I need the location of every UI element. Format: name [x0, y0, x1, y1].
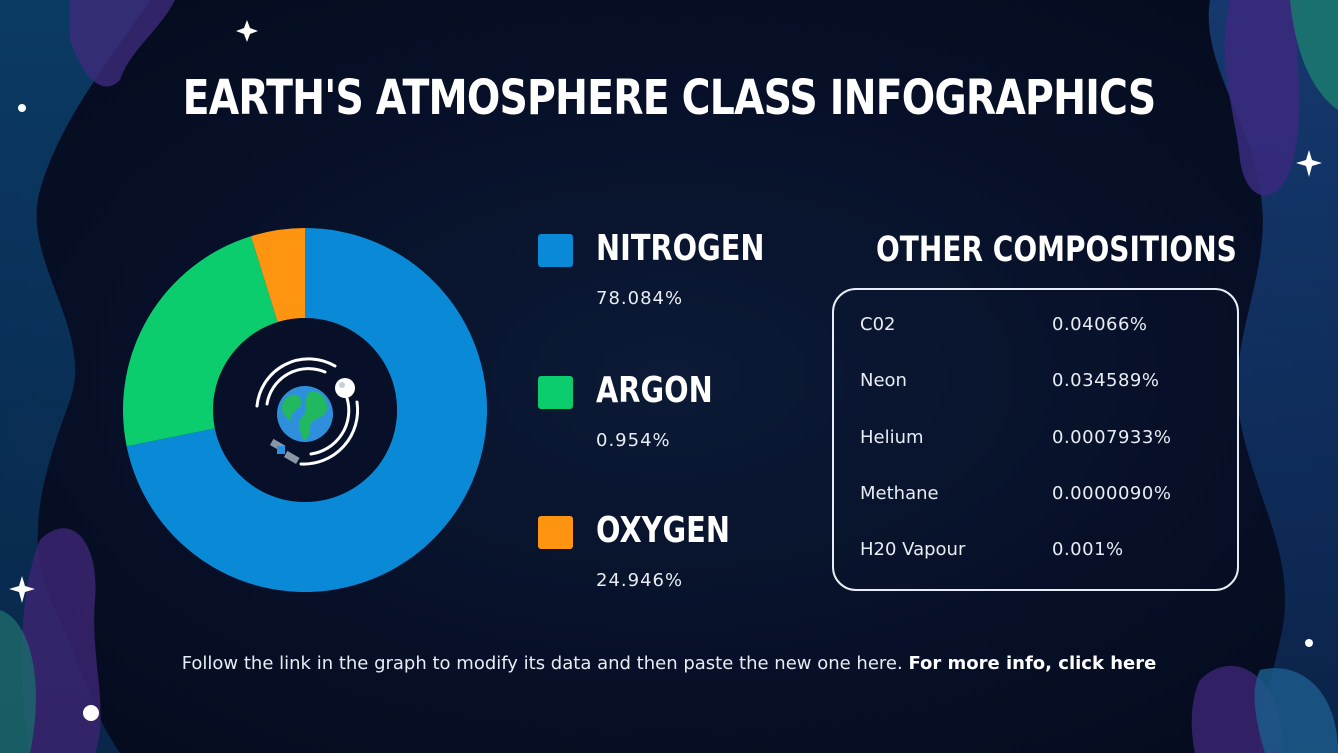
star-dot: [83, 705, 99, 721]
legend-swatch: [538, 516, 573, 549]
row-name: H20 Vapour: [860, 539, 966, 560]
table-row: Helium 0.0007933%: [860, 427, 1171, 448]
legend-label: OXYGEN: [596, 510, 730, 551]
legend-value: 0.954%: [596, 430, 671, 451]
legend-label: NITROGEN: [596, 228, 765, 269]
star-dot: [18, 104, 26, 112]
legend-value: 78.084%: [596, 288, 684, 309]
table-row: Methane 0.0000090%: [860, 483, 1171, 504]
footer-text: Follow the link in the graph to modify i…: [0, 653, 1338, 674]
sparkle-icon: [9, 20, 1322, 603]
left-bottom-green-blob: [0, 610, 36, 753]
row-value: 0.001%: [1052, 539, 1124, 560]
table-row: H20 Vapour 0.001%: [860, 539, 1123, 560]
other-compositions-table: C02 0.04066% Neon 0.034589% Helium 0.000…: [832, 288, 1239, 591]
donut-slice-oxygen[interactable]: [250, 228, 305, 323]
right-bottom-blue-blob: [1254, 668, 1338, 753]
row-value: 0.034589%: [1052, 370, 1160, 391]
legend-value: 24.946%: [596, 570, 684, 591]
page-title: EARTH'S ATMOSPHERE CLASS INFOGRAPHICS: [182, 70, 1157, 126]
legend-swatch: [538, 376, 573, 409]
row-name: Helium: [860, 427, 924, 448]
donut-slice-argon[interactable]: [123, 236, 278, 447]
more-info-link[interactable]: For more info, click here: [908, 653, 1157, 674]
row-value: 0.04066%: [1052, 314, 1148, 335]
earth-orbit-icon: [255, 357, 360, 466]
donut-slice-nitrogen[interactable]: [126, 228, 487, 592]
row-name: C02: [860, 314, 896, 335]
left-purple-blob: [70, 0, 175, 87]
row-name: Neon: [860, 370, 907, 391]
right-purple-blob: [1224, 0, 1300, 196]
right-green-blob: [1290, 0, 1338, 110]
legend-swatch: [538, 234, 573, 267]
left-bottom-purple-blob: [21, 528, 101, 753]
row-value: 0.0007933%: [1052, 427, 1172, 448]
row-value: 0.0000090%: [1052, 483, 1172, 504]
row-name: Methane: [860, 483, 939, 504]
other-compositions-title: OTHER COMPOSITIONS: [876, 230, 1237, 270]
table-row: Neon 0.034589%: [860, 370, 1159, 391]
donut-chart[interactable]: [110, 215, 510, 615]
right-wave-shape: [1208, 0, 1338, 753]
footer-instructions: Follow the link in the graph to modify i…: [181, 653, 909, 674]
star-dot: [1305, 639, 1313, 647]
table-row: C02 0.04066%: [860, 314, 1147, 335]
legend-label: ARGON: [596, 370, 713, 411]
